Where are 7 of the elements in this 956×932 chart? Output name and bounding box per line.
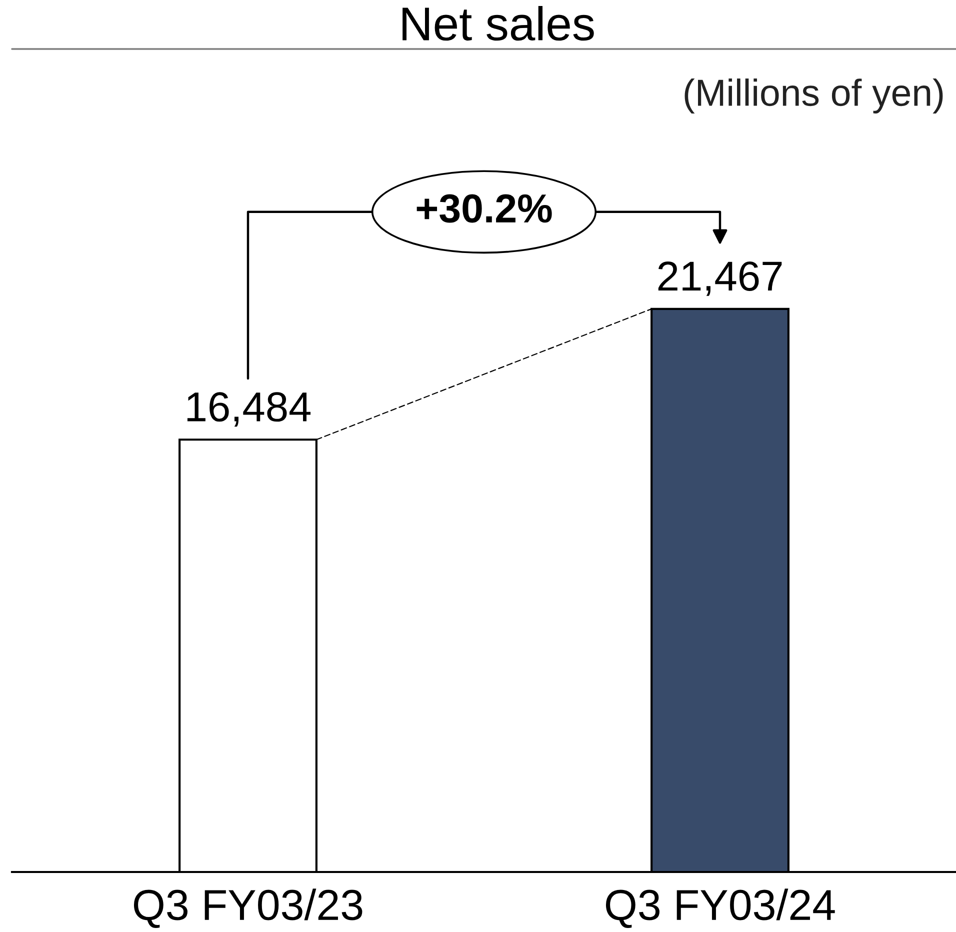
chart-title: Net sales — [402, 6, 594, 41]
data-label: 16,484 — [187, 392, 311, 427]
x-tick-label: Q3 FY03/24 — [606, 888, 835, 928]
text: (Millions of yen) — [684, 78, 943, 114]
x-tick-label: Q3 FY03/23 — [134, 888, 362, 928]
text: +30.2% — [416, 194, 552, 223]
data-label: 21,467 — [658, 261, 782, 296]
